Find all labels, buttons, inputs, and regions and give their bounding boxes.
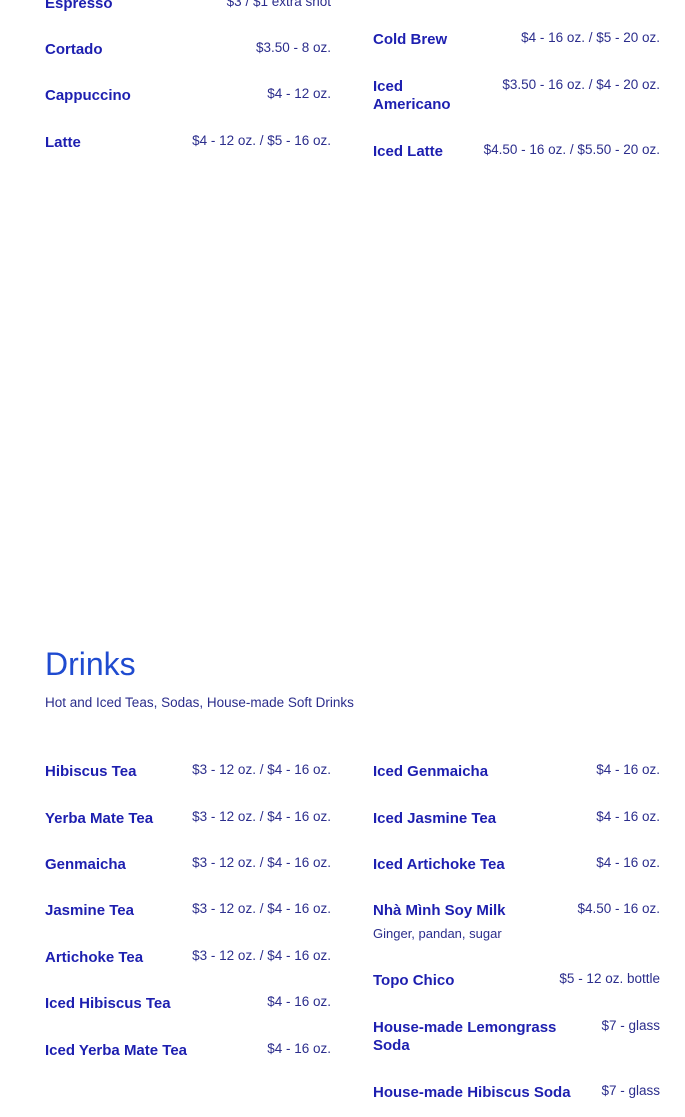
- menu-item: Iced Latte $4.50 - 16 oz. / $5.50 - 20 oz…: [373, 142, 660, 161]
- item-price: $5 - 12 oz. bottle: [559, 971, 660, 986]
- menu-item: Hibiscus Tea $3 - 12 oz. / $4 - 16 oz.: [45, 762, 331, 781]
- menu-item: Latte $4 - 12 oz. / $5 - 16 oz.: [45, 133, 331, 152]
- item-price: $3 - 12 oz. / $4 - 16 oz.: [192, 809, 331, 824]
- item-price: $7 - glass: [601, 1083, 660, 1098]
- item-price: $3.50 - 8 oz.: [255, 40, 331, 55]
- section-title: Drinks: [45, 646, 136, 682]
- item-price: $4 - 12 oz. / $5 - 16 oz.: [192, 133, 331, 148]
- menu-item: Iced Americano $3.50 - 16 oz. / $4 - 20 o…: [373, 77, 660, 114]
- item-name: Iced Artichoke Tea: [373, 856, 505, 873]
- item-price: $4 - 16 oz.: [596, 809, 660, 824]
- menu-item: Iced Yerba Mate Tea $4 - 16 oz.: [45, 1041, 331, 1060]
- item-name: Artichoke Tea: [45, 949, 144, 966]
- item-name: Jasmine Tea: [45, 902, 134, 919]
- item-name: Nhà Mình Soy Milk: [373, 902, 506, 919]
- menu-item: Yerba Mate Tea $3 - 12 oz. / $4 - 16 oz.: [45, 809, 331, 828]
- item-name: Genmaicha: [45, 856, 126, 873]
- menu-item: Cappuccino $4 - 12 oz.: [45, 86, 331, 105]
- item-price: $4 - 16 oz.: [596, 762, 660, 777]
- item-price: $7 - glass: [601, 1018, 660, 1033]
- item-name: House-made Lemongrass Soda: [373, 1019, 557, 1054]
- section-subtitle: Hot and Iced Teas, Sodas, House-made Sof…: [45, 695, 354, 710]
- menu-item: Topo Chico $5 - 12 oz. bottle: [373, 971, 660, 990]
- item-name: Iced Latte: [373, 143, 444, 160]
- item-name: Cappuccino: [45, 87, 131, 104]
- item-name: Latte: [45, 134, 81, 151]
- menu-item: Nhà Mình Soy Milk Ginger, pandan, sugar $4…: [373, 901, 660, 942]
- item-price: $3 - 12 oz. / $4 - 16 oz.: [192, 948, 331, 963]
- menu-item: Jasmine Tea $3 - 12 oz. / $4 - 16 oz.: [45, 901, 331, 920]
- item-price: $3 / $1 extra shot: [226, 0, 331, 9]
- menu-item: Artichoke Tea $3 - 12 oz. / $4 - 16 oz.: [45, 948, 331, 967]
- menu-item: Iced Hibiscus Tea $4 - 16 oz.: [45, 994, 331, 1013]
- item-name: Iced Hibiscus Tea: [45, 995, 171, 1012]
- item-price: $4.50 - 16 oz. / $5.50 - 20 oz.: [483, 142, 660, 157]
- item-price: $4 - 16 oz.: [596, 855, 660, 870]
- item-price: $4 - 12 oz.: [267, 86, 331, 101]
- item-name: Iced Genmaicha: [373, 763, 489, 780]
- menu-item: Iced Artichoke Tea $4 - 16 oz.: [373, 855, 660, 874]
- menu-item: House-made Lemongrass Soda $7 - glass: [373, 1018, 660, 1055]
- item-price: $3.50 - 16 oz. / $4 - 20 oz.: [502, 77, 660, 92]
- menu-item: Iced Jasmine Tea $4 - 16 oz.: [373, 809, 660, 828]
- menu-item: Cortado $3.50 - 8 oz.: [45, 40, 331, 59]
- item-name: Cortado: [45, 41, 103, 58]
- item-description: Ginger, pandan, sugar: [373, 926, 502, 941]
- menu-item: House-made Hibiscus Soda $7 - glass: [373, 1083, 660, 1102]
- item-name: Yerba Mate Tea: [45, 810, 154, 827]
- item-price: $4 - 16 oz.: [267, 1041, 331, 1056]
- menu-item: Cold Brew $4 - 16 oz. / $5 - 20 oz.: [373, 30, 660, 49]
- menu-item: Espresso $3 / $1 extra shot: [45, 0, 331, 13]
- item-name: Topo Chico: [373, 972, 455, 989]
- item-name: Iced Americano: [373, 78, 451, 113]
- item-price: $4.50 - 16 oz.: [577, 901, 660, 916]
- item-price: $3 - 12 oz. / $4 - 16 oz.: [192, 855, 331, 870]
- item-name: Iced Yerba Mate Tea: [45, 1042, 188, 1059]
- item-price: $4 - 16 oz. / $5 - 20 oz.: [521, 30, 660, 45]
- item-price: $3 - 12 oz. / $4 - 16 oz.: [192, 901, 331, 916]
- item-name: Espresso: [45, 0, 113, 12]
- menu-item: Iced Genmaicha $4 - 16 oz.: [373, 762, 660, 781]
- item-price: $3 - 12 oz. / $4 - 16 oz.: [192, 762, 331, 777]
- item-name: Iced Jasmine Tea: [373, 810, 497, 827]
- item-price: $4 - 16 oz.: [267, 994, 331, 1009]
- item-name: House-made Hibiscus Soda: [373, 1084, 571, 1101]
- menu-item: Genmaicha $3 - 12 oz. / $4 - 16 oz.: [45, 855, 331, 874]
- item-name: Cold Brew: [373, 31, 448, 48]
- item-name: Hibiscus Tea: [45, 763, 137, 780]
